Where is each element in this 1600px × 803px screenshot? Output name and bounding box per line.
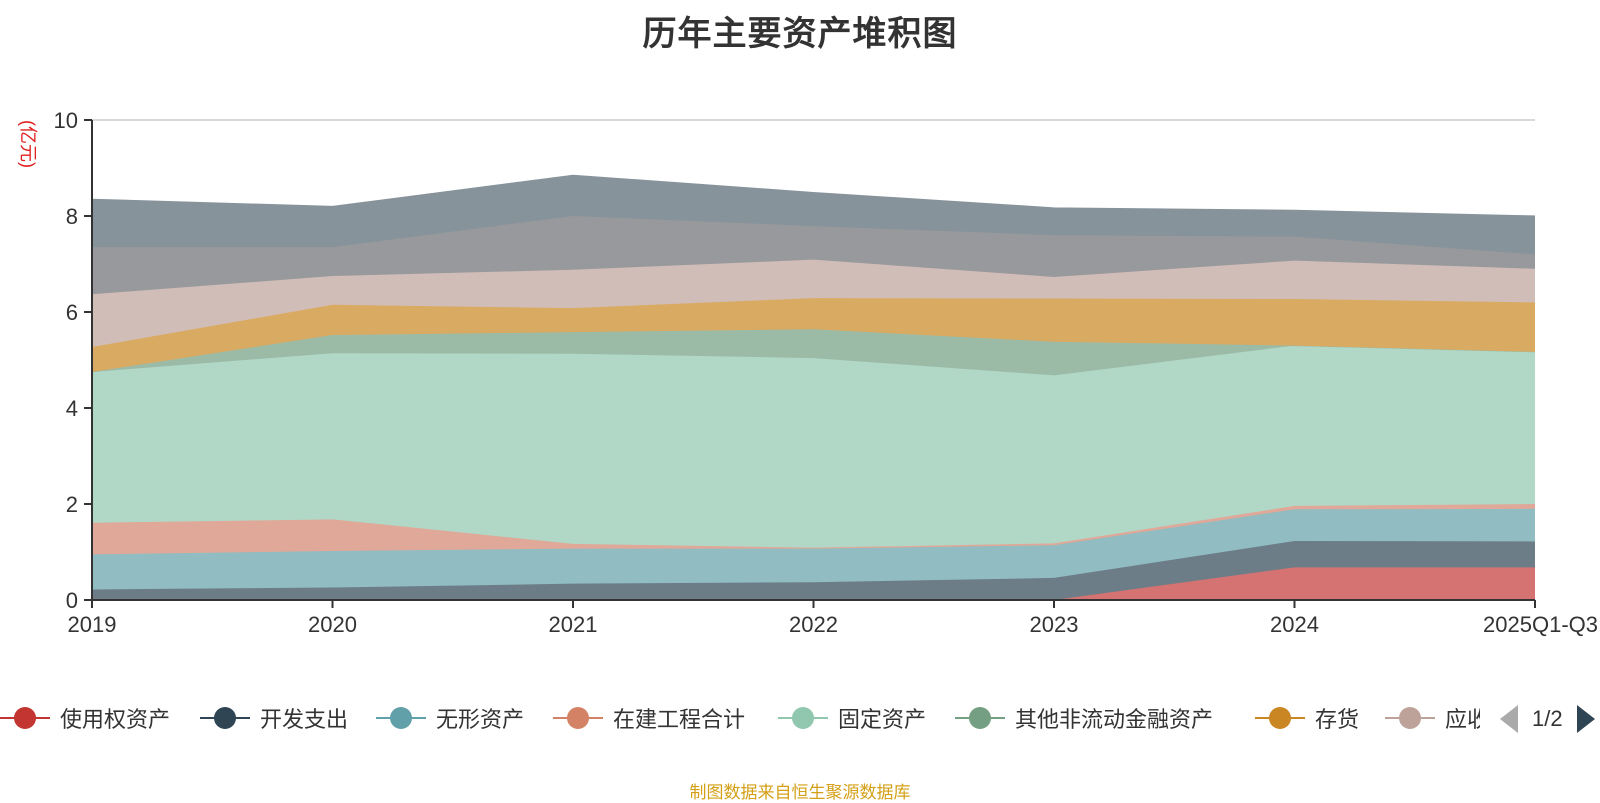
area-series-1 [92,567,1535,600]
legend-label: 无形资产 [436,707,525,732]
x-tick-label: 2024 [1270,612,1319,637]
legend-prev-page-icon[interactable] [1500,705,1518,733]
y-tick-label: 2 [66,492,78,517]
y-tick-label: 8 [66,204,78,229]
chart-title: 历年主要资产堆积图 [642,15,958,53]
x-tick-label: 2022 [789,612,838,637]
legend-page-indicator: 1/2 [1532,706,1563,731]
x-tick-label: 2020 [308,612,357,637]
legend-item[interactable]: 无形资产 [376,700,524,736]
legend-label: 在建工程合计 [613,707,746,732]
legend-marker-icon [0,700,50,736]
x-tick-label: 2023 [1030,612,1079,637]
stacked-area-chart: 0 2 4 6 8 10 2019 2020 2021 2022 2023 2024 2025Q1-Q3 [54,108,1598,637]
legend-item[interactable]: 应收账款 [1385,700,1480,736]
legend-next-page-icon[interactable] [1576,705,1595,733]
area-series-2 [92,540,1535,600]
area-series-5 [92,345,1535,548]
legend-item[interactable]: 开发支出 [200,700,348,736]
area-series-9 [92,216,1535,295]
y-tick-label: 4 [66,396,78,421]
legend-marker-icon [376,700,426,736]
legend-item[interactable]: 在建工程合计 [553,700,745,736]
legend-label: 使用权资产 [60,707,171,732]
area-line-series-10 [91,174,1536,217]
legend-item[interactable]: 存货 [1255,700,1359,736]
area-series-4 [92,504,1535,555]
x-tick-label: 2019 [68,612,117,637]
legend-pager: 1/2 [1500,704,1595,734]
y-tick-label: 6 [66,300,78,325]
data-source-note: 制图数据来自恒生聚源数据库 [689,783,911,802]
legend-label: 固定资产 [838,707,927,732]
legend-marker-icon [955,700,1005,736]
y-tick-label: 0 [66,588,78,613]
legend-marker-icon [778,700,828,736]
legend-item[interactable]: 其他非流动金融资产 [955,700,1213,736]
legend-item[interactable]: 固定资产 [778,700,926,736]
legend-label: 其他非流动金融资产 [1015,707,1214,732]
legend-marker-icon [200,700,250,736]
area-series-6 [92,329,1535,376]
area-series-10 [92,175,1535,255]
legend-marker-icon [1385,700,1435,736]
area-series-8 [92,259,1535,348]
legend-label: 存货 [1315,707,1360,732]
legend-item[interactable]: 使用权资产 [0,700,170,736]
legend-marker-icon [553,700,603,736]
x-tick-label: 2025Q1-Q3 [1483,612,1598,637]
legend-label: 应收账款 [1445,707,1480,732]
x-tick-label: 2021 [549,612,598,637]
legend-label: 开发支出 [260,707,349,732]
area-series-7 [92,298,1535,372]
legend: 使用权资产 开发支出 无形资产 在建工程合计 固定资产 其他非流动金融资产 存货 应收账款 [0,700,1480,736]
legend-marker-icon [1255,700,1305,736]
y-tick-label: 10 [54,108,78,133]
